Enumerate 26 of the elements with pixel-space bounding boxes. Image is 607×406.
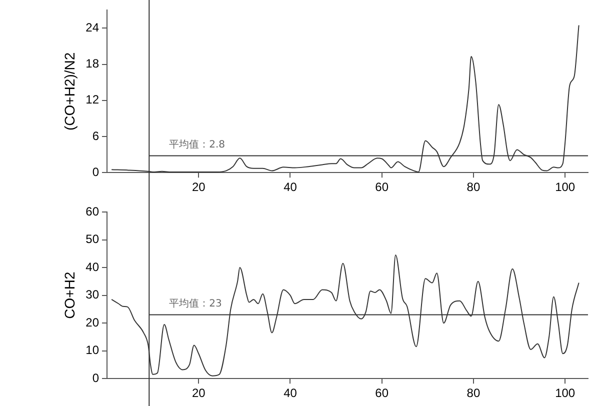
x-tick-label: 100 [555,386,576,400]
y-tick-label: 60 [86,204,100,218]
y-tick-label: 50 [86,232,100,246]
y-tick-label: 20 [86,315,100,330]
x-tick-label: 40 [284,180,298,194]
y-tick-label: 12 [86,92,100,107]
y-axis-title: (CO+H2)/N2 [61,52,78,130]
x-tick-label: 20 [192,180,206,194]
x-tick-label: 60 [375,386,389,400]
x-tick-label: 20 [192,386,206,400]
y-tick-label: 0 [92,164,100,179]
x-tick-label: 80 [466,180,480,194]
x-tick-label: 60 [375,180,389,194]
x-tick-label: 100 [555,180,576,194]
ref-line-label: 平均值：2.8 [169,138,226,150]
y-tick-label: 40 [86,260,100,274]
y-tick-label: 6 [92,128,100,143]
y-tick-label: 30 [86,288,100,302]
y-tick-label: 18 [86,56,100,71]
y-axis-title: CO+H2 [61,272,78,319]
y-tick-label: 24 [86,20,100,35]
x-tick-label: 40 [284,386,298,400]
y-tick-label: 0 [92,370,100,385]
x-tick-label: 80 [466,386,480,400]
y-tick-label: 10 [86,343,100,358]
ref-line-label: 平均值：23 [169,297,222,310]
